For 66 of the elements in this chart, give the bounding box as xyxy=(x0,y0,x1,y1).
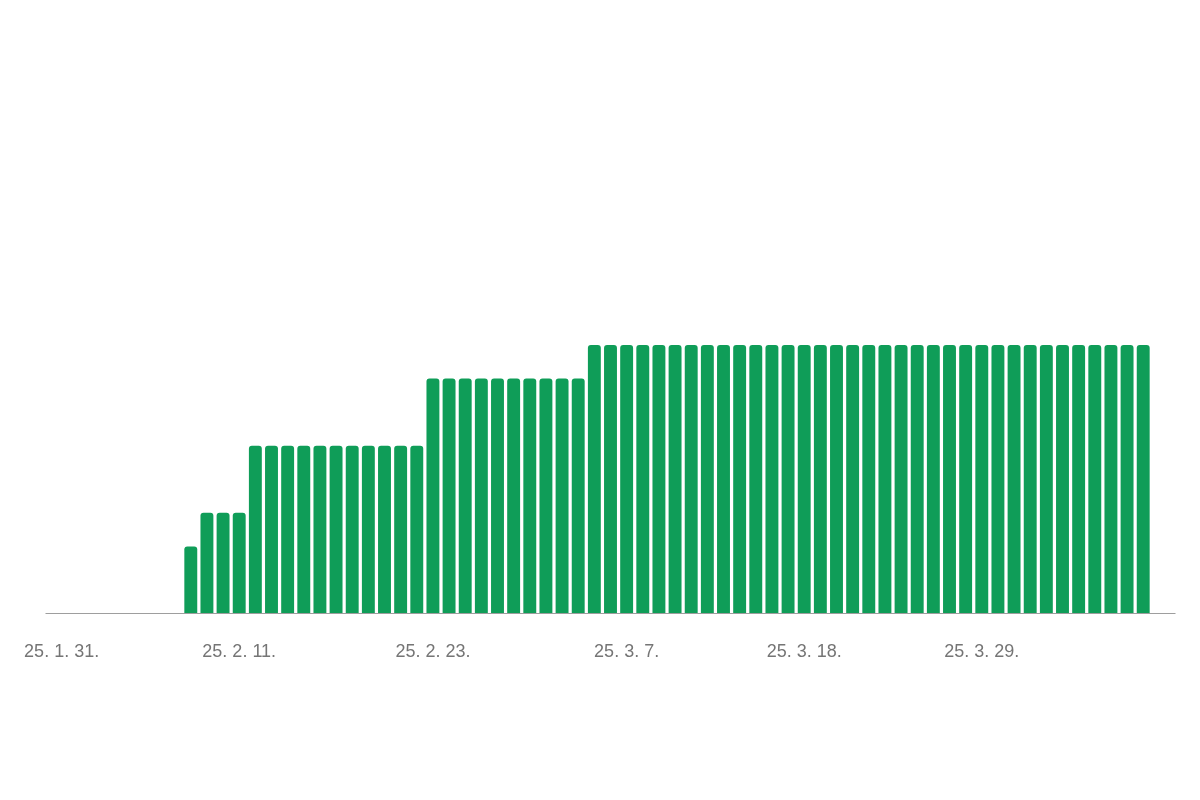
bar xyxy=(361,445,375,614)
bar xyxy=(894,345,908,614)
bar xyxy=(555,378,569,614)
bar xyxy=(636,345,650,614)
bar xyxy=(1088,345,1102,614)
bar xyxy=(620,345,634,614)
x-tick-label: 25. 1. 31. xyxy=(24,640,100,661)
bar xyxy=(587,345,601,614)
bar xyxy=(442,378,456,614)
bar xyxy=(1120,345,1134,614)
bar xyxy=(733,345,747,614)
bar xyxy=(232,512,246,614)
bar xyxy=(878,345,892,614)
bar xyxy=(813,345,827,614)
bar xyxy=(474,378,488,614)
bar xyxy=(281,445,295,614)
bar xyxy=(1039,345,1053,614)
bar xyxy=(458,378,472,614)
bar xyxy=(410,445,424,614)
bar xyxy=(426,378,440,614)
bar xyxy=(378,445,391,614)
bar xyxy=(668,345,682,614)
bar xyxy=(1104,345,1118,614)
bar xyxy=(830,345,843,614)
bar xyxy=(765,345,779,614)
x-tick-label: 25. 3. 29. xyxy=(944,640,1020,661)
bar xyxy=(216,512,230,614)
bar xyxy=(394,445,408,614)
bar xyxy=(652,345,666,614)
bar xyxy=(345,445,359,614)
bar xyxy=(1136,345,1150,614)
bar xyxy=(1007,345,1021,614)
bar xyxy=(265,445,278,614)
bar xyxy=(507,378,521,614)
bar xyxy=(1023,345,1037,614)
bar xyxy=(797,345,811,614)
x-tick-label: 25. 2. 23. xyxy=(395,640,471,661)
bar xyxy=(491,378,504,614)
bar xyxy=(684,345,698,614)
bar xyxy=(717,345,730,614)
bar xyxy=(313,445,327,614)
bar xyxy=(1072,345,1086,614)
bar xyxy=(329,445,343,614)
bar xyxy=(184,546,198,614)
bar xyxy=(846,345,860,614)
bar xyxy=(523,378,537,614)
bar xyxy=(604,345,617,614)
bar xyxy=(200,512,214,614)
bar xyxy=(781,345,795,614)
bar xyxy=(749,345,763,614)
bar xyxy=(862,345,876,614)
bar xyxy=(975,345,989,614)
x-tick-label: 25. 2. 11. xyxy=(202,640,277,661)
x-tick-label: 25. 3. 7. xyxy=(594,640,660,661)
bar xyxy=(991,345,1005,614)
bar xyxy=(700,345,714,614)
bar xyxy=(571,378,585,614)
bar xyxy=(297,445,311,614)
bar xyxy=(1056,345,1069,614)
bar xyxy=(539,378,553,614)
bar xyxy=(910,345,924,614)
bar xyxy=(943,345,956,614)
x-tick-label: 25. 3. 18. xyxy=(766,640,842,661)
bar xyxy=(959,345,973,614)
bar xyxy=(926,345,940,614)
bar xyxy=(248,445,262,614)
